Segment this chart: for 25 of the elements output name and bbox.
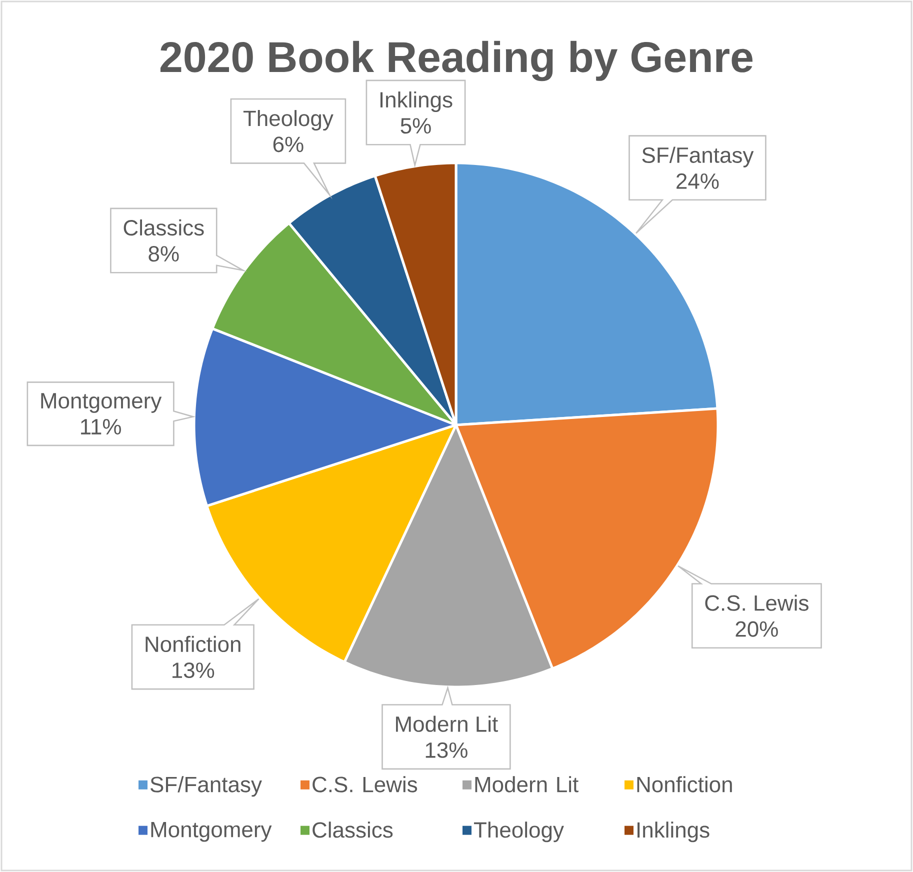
data-label: 24% bbox=[676, 173, 719, 189]
slice-label: Modern Lit bbox=[396, 716, 498, 732]
slice-label: Montgomery bbox=[41, 393, 162, 413]
data-label: 6% bbox=[273, 136, 304, 152]
chart-title: 2020 Book Reading by Genre bbox=[160, 40, 753, 82]
slice-label: SF/Fantasy bbox=[642, 146, 754, 168]
legend-label: Theology bbox=[474, 822, 564, 842]
data-label: 20% bbox=[736, 621, 778, 637]
data-label: 11% bbox=[81, 419, 121, 434]
slice-label: Classics bbox=[124, 219, 204, 236]
legend-label: Classics bbox=[312, 822, 393, 838]
slice-label: Theology bbox=[243, 110, 334, 131]
data-label: 8% bbox=[148, 246, 179, 262]
legend-label: Nonfiction bbox=[637, 776, 732, 792]
data-label: 13% bbox=[172, 662, 214, 678]
legend-label: Montgomery bbox=[151, 822, 272, 842]
legend-label: Modern Lit bbox=[475, 776, 578, 792]
data-label: 13% bbox=[426, 742, 468, 758]
legend-label: SF/Fantasy bbox=[150, 776, 262, 797]
legend-label: Inklings bbox=[638, 822, 710, 842]
legend-label: C.S. Lewis bbox=[312, 776, 418, 792]
slice-label: Inklings bbox=[380, 91, 452, 112]
slice-label: C.S. Lewis bbox=[705, 594, 808, 611]
data-label: 5% bbox=[400, 118, 431, 134]
slice-label: Nonfiction bbox=[146, 636, 240, 652]
